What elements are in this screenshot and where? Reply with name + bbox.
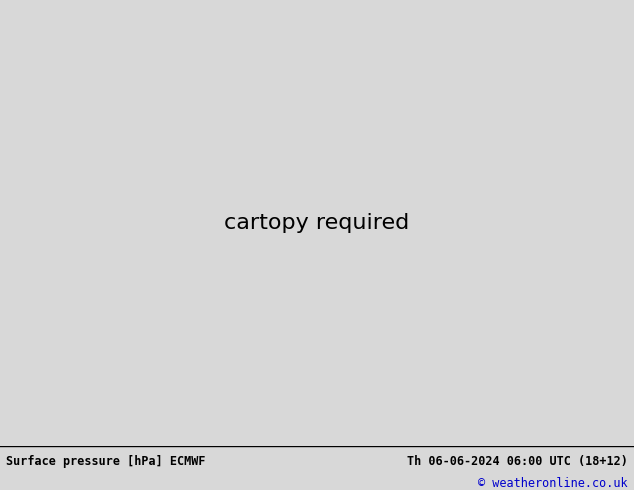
Text: Th 06-06-2024 06:00 UTC (18+12): Th 06-06-2024 06:00 UTC (18+12) (407, 455, 628, 468)
Text: © weatheronline.co.uk: © weatheronline.co.uk (478, 477, 628, 490)
Text: cartopy required: cartopy required (224, 214, 410, 233)
Text: Surface pressure [hPa] ECMWF: Surface pressure [hPa] ECMWF (6, 455, 206, 468)
